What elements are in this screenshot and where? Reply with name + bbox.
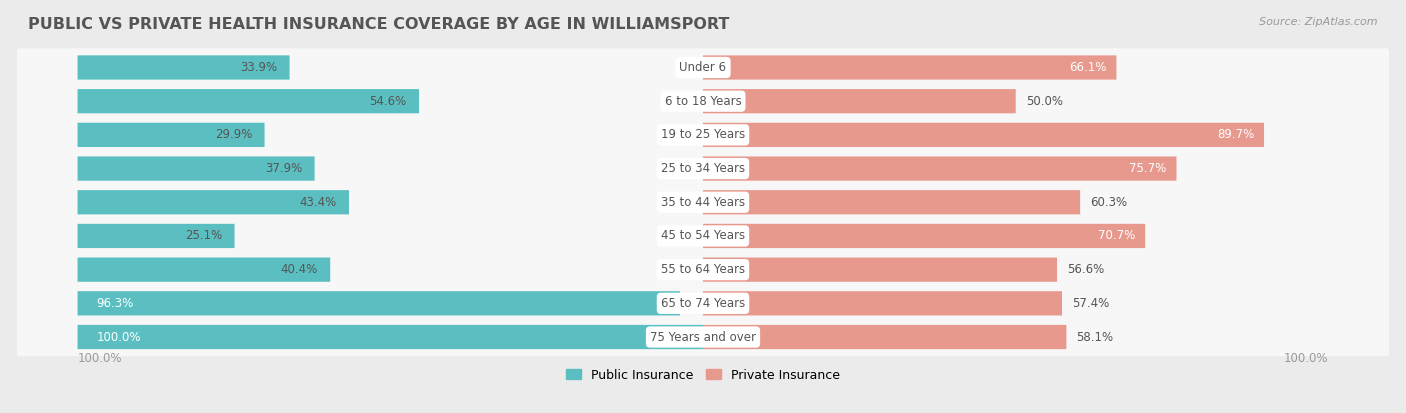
FancyBboxPatch shape	[17, 284, 1389, 323]
FancyBboxPatch shape	[703, 89, 1015, 113]
Text: 75 Years and over: 75 Years and over	[650, 330, 756, 344]
Text: 89.7%: 89.7%	[1216, 128, 1254, 141]
Text: 6 to 18 Years: 6 to 18 Years	[665, 95, 741, 108]
Text: 96.3%: 96.3%	[96, 297, 134, 310]
Text: Under 6: Under 6	[679, 61, 727, 74]
FancyBboxPatch shape	[703, 291, 1062, 316]
Text: 100.0%: 100.0%	[77, 352, 122, 366]
FancyBboxPatch shape	[17, 183, 1389, 221]
Text: 75.7%: 75.7%	[1129, 162, 1167, 175]
Text: 35 to 44 Years: 35 to 44 Years	[661, 196, 745, 209]
Text: 33.9%: 33.9%	[240, 61, 277, 74]
FancyBboxPatch shape	[703, 325, 1066, 349]
FancyBboxPatch shape	[17, 48, 1389, 87]
FancyBboxPatch shape	[17, 116, 1389, 154]
FancyBboxPatch shape	[703, 258, 1057, 282]
FancyBboxPatch shape	[77, 224, 235, 248]
Text: 29.9%: 29.9%	[215, 128, 252, 141]
Text: Source: ZipAtlas.com: Source: ZipAtlas.com	[1260, 17, 1378, 26]
Text: 25 to 34 Years: 25 to 34 Years	[661, 162, 745, 175]
FancyBboxPatch shape	[17, 150, 1389, 188]
Text: 50.0%: 50.0%	[1026, 95, 1063, 108]
FancyBboxPatch shape	[77, 325, 703, 349]
Text: 55 to 64 Years: 55 to 64 Years	[661, 263, 745, 276]
Text: 65 to 74 Years: 65 to 74 Years	[661, 297, 745, 310]
FancyBboxPatch shape	[17, 318, 1389, 356]
Text: 70.7%: 70.7%	[1098, 230, 1135, 242]
Text: 54.6%: 54.6%	[370, 95, 406, 108]
Text: 60.3%: 60.3%	[1090, 196, 1128, 209]
FancyBboxPatch shape	[703, 224, 1146, 248]
Text: 43.4%: 43.4%	[299, 196, 336, 209]
Text: 58.1%: 58.1%	[1077, 330, 1114, 344]
FancyBboxPatch shape	[17, 250, 1389, 289]
FancyBboxPatch shape	[77, 123, 264, 147]
Text: 100.0%: 100.0%	[96, 330, 141, 344]
Text: 100.0%: 100.0%	[1284, 352, 1329, 366]
FancyBboxPatch shape	[703, 55, 1116, 80]
Text: PUBLIC VS PRIVATE HEALTH INSURANCE COVERAGE BY AGE IN WILLIAMSPORT: PUBLIC VS PRIVATE HEALTH INSURANCE COVER…	[28, 17, 730, 31]
FancyBboxPatch shape	[77, 157, 315, 181]
FancyBboxPatch shape	[77, 55, 290, 80]
FancyBboxPatch shape	[703, 123, 1264, 147]
Legend: Public Insurance, Private Insurance: Public Insurance, Private Insurance	[567, 368, 839, 382]
Text: 56.6%: 56.6%	[1067, 263, 1104, 276]
FancyBboxPatch shape	[77, 258, 330, 282]
FancyBboxPatch shape	[77, 190, 349, 214]
Text: 66.1%: 66.1%	[1069, 61, 1107, 74]
Text: 40.4%: 40.4%	[280, 263, 318, 276]
FancyBboxPatch shape	[77, 89, 419, 113]
Text: 37.9%: 37.9%	[264, 162, 302, 175]
FancyBboxPatch shape	[703, 157, 1177, 181]
FancyBboxPatch shape	[17, 217, 1389, 255]
Text: 25.1%: 25.1%	[184, 230, 222, 242]
FancyBboxPatch shape	[77, 291, 681, 316]
Text: 57.4%: 57.4%	[1071, 297, 1109, 310]
Text: 45 to 54 Years: 45 to 54 Years	[661, 230, 745, 242]
Text: 19 to 25 Years: 19 to 25 Years	[661, 128, 745, 141]
FancyBboxPatch shape	[17, 82, 1389, 120]
FancyBboxPatch shape	[703, 190, 1080, 214]
